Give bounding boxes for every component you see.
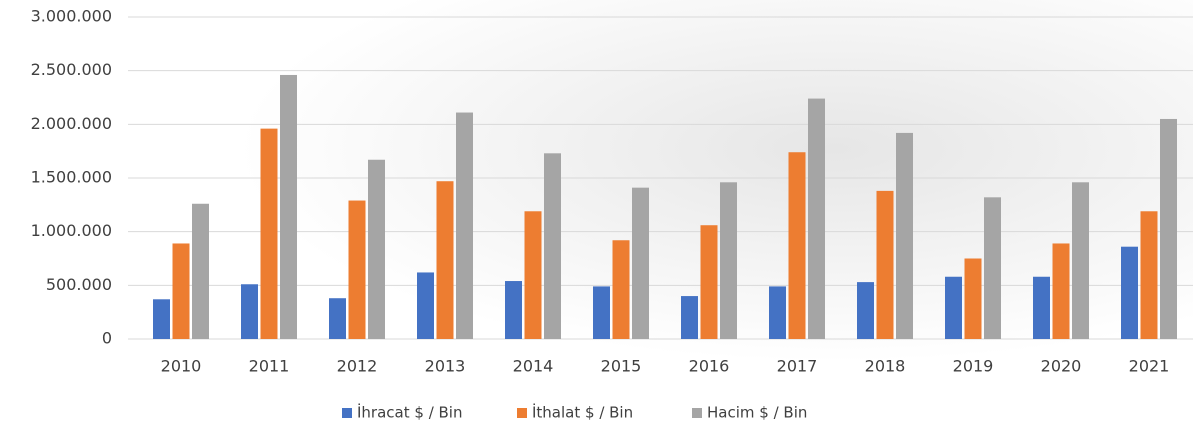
bar [261, 129, 278, 339]
bar [877, 191, 894, 339]
bar [701, 225, 718, 339]
bar [1053, 243, 1070, 339]
x-tick-label: 2020 [1041, 357, 1082, 376]
bar [153, 299, 170, 339]
x-tick-label: 2017 [777, 357, 818, 376]
y-tick-label: 3.000.000 [31, 7, 112, 26]
bar [192, 204, 209, 339]
bar [720, 182, 737, 339]
bar [544, 153, 561, 339]
chart: 0 500.000 1.000.000 1.500.000 2.000.000 2.500… [0, 0, 1193, 426]
bar [1072, 182, 1089, 339]
legend-swatch [517, 408, 527, 418]
y-tick-label: 2.000.000 [31, 114, 112, 133]
y-tick-label: 1.500.000 [31, 168, 112, 187]
bar [632, 188, 649, 339]
x-tick-label: 2011 [249, 357, 290, 376]
bar [593, 286, 610, 339]
x-tick-label: 2021 [1129, 357, 1170, 376]
bar [681, 296, 698, 339]
bar [896, 133, 913, 339]
x-tick-label: 2019 [953, 357, 994, 376]
y-tick-label: 0 [102, 329, 112, 348]
bar [1033, 277, 1050, 339]
bar [456, 113, 473, 339]
y-tick-label: 500.000 [46, 275, 112, 294]
bar [613, 240, 630, 339]
legend-label: Hacim $ / Bin [707, 404, 807, 422]
x-tick-label: 2013 [425, 357, 466, 376]
bar [329, 298, 346, 339]
bar [173, 243, 190, 339]
x-tick-label: 2018 [865, 357, 906, 376]
bar [280, 75, 297, 339]
y-tick-label: 1.000.000 [31, 221, 112, 240]
bar [437, 181, 454, 339]
x-tick-label: 2016 [689, 357, 730, 376]
bar [857, 282, 874, 339]
y-tick-label: 2.500.000 [31, 60, 112, 79]
bar [349, 201, 366, 339]
bar [1160, 119, 1177, 339]
legend-label: İhracat $ / Bin [357, 403, 462, 422]
bar [808, 99, 825, 339]
legend-label: İthalat $ / Bin [532, 403, 633, 422]
bar [1121, 247, 1138, 339]
bar [368, 160, 385, 339]
x-tick-label: 2015 [601, 357, 642, 376]
bar [965, 259, 982, 340]
bar [505, 281, 522, 339]
bar [1141, 211, 1158, 339]
legend-swatch [342, 408, 352, 418]
bar [417, 272, 434, 339]
bar [789, 152, 806, 339]
bar [984, 197, 1001, 339]
x-tick-label: 2012 [337, 357, 378, 376]
x-tick-label: 2010 [161, 357, 202, 376]
bar [525, 211, 542, 339]
x-tick-label: 2014 [513, 357, 554, 376]
bar [945, 277, 962, 339]
bar [241, 284, 258, 339]
bar [769, 286, 786, 339]
legend-swatch [692, 408, 702, 418]
